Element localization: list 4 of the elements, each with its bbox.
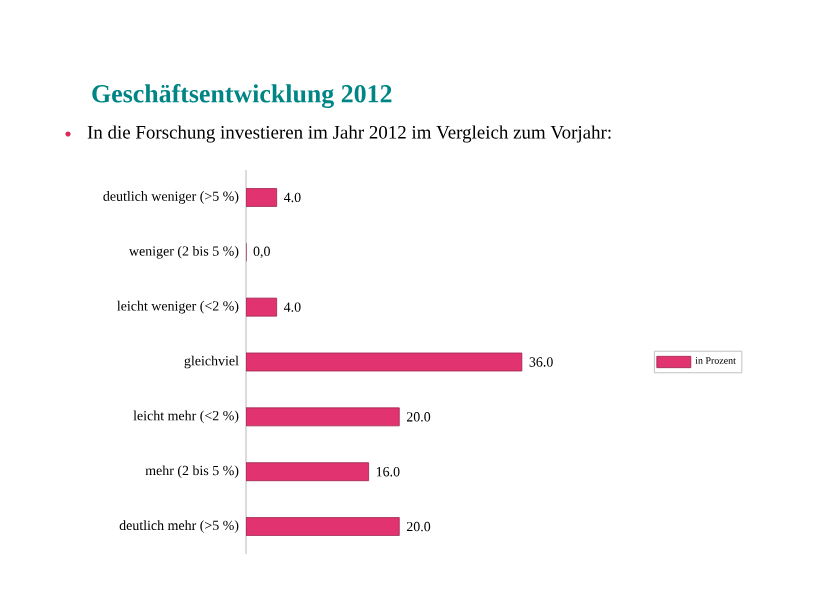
chart-title: Geschäftsentwicklung 2012: [92, 84, 392, 108]
bar: [246, 462, 370, 482]
bar: [246, 517, 400, 536]
chart-subtitle: In die Forschung investieren im Jahr 2012 im Vergleich zum Vorjahr:: [87, 125, 611, 143]
